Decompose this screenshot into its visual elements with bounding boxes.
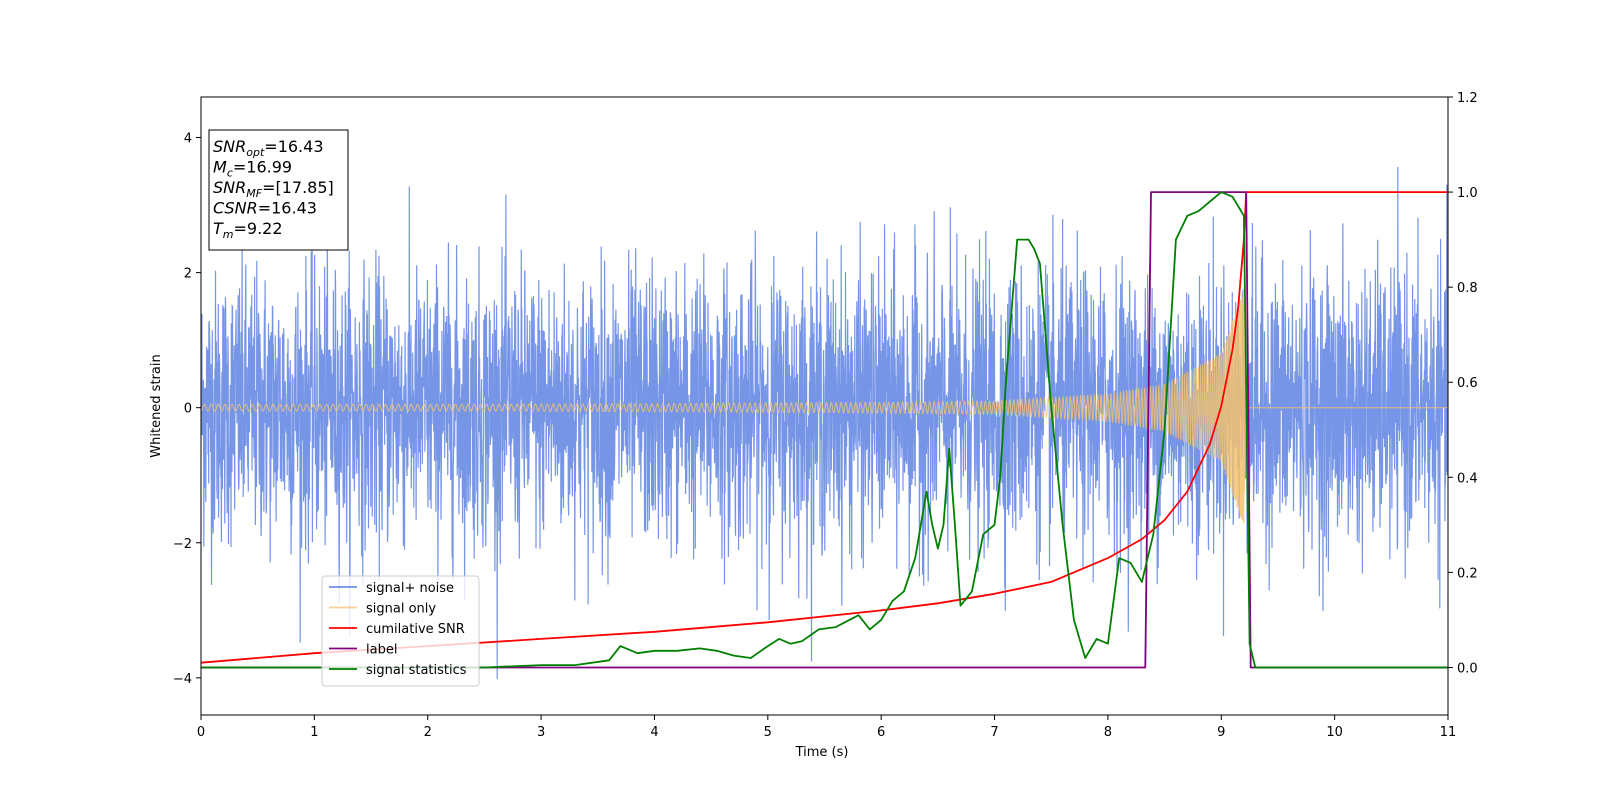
x-tick-label: 9 <box>1217 725 1225 740</box>
annotation-box: SNRopt=16.43Mc=16.99SNRMF=[17.85]CSNR=16… <box>208 129 349 251</box>
x-tick-label: 6 <box>877 725 885 740</box>
x-tick-label: 10 <box>1326 725 1343 740</box>
y-left-tick-label: 0 <box>184 402 192 417</box>
x-tick-label: 3 <box>537 725 545 740</box>
x-axis: 0 1 2 3 4 5 6 7 8 9 10 11 <box>197 715 1456 740</box>
x-tick-label: 1 <box>310 725 318 740</box>
annotation-line: Mc=16.99 <box>213 158 292 180</box>
x-axis-label: Time (s) <box>795 745 849 760</box>
legend-label: signal statistics <box>366 663 467 678</box>
y-left-tick-label: 2 <box>184 267 192 282</box>
series-cumulative-snr <box>201 191 1448 664</box>
x-tick-label: 2 <box>424 725 432 740</box>
annotation-line: Tm=9.22 <box>213 219 283 241</box>
x-tick-label: 5 <box>764 725 772 740</box>
y-right-tick-label: 1.2 <box>1457 91 1478 106</box>
y-left-tick-label: −4 <box>173 672 192 687</box>
annotation-line: CSNR=16.43 <box>213 199 317 218</box>
legend-label: cumilative SNR <box>366 622 465 637</box>
y-left-tick-label: 4 <box>184 132 192 147</box>
x-tick-label: 7 <box>990 725 998 740</box>
legend-label: signal only <box>366 602 436 617</box>
legend-label: label <box>366 643 397 658</box>
x-tick-label: 11 <box>1440 725 1457 740</box>
series-signal-statistics <box>201 191 1448 669</box>
annotation-line: SNRopt=16.43 <box>213 137 324 159</box>
legend-frame <box>321 575 480 687</box>
y-axis-right: 0.0 0.2 0.4 0.6 0.8 1.0 1.2 <box>1448 91 1478 676</box>
y-left-tick-label: −2 <box>173 537 192 552</box>
plot-frame <box>200 96 1449 716</box>
y-right-tick-label: 0.6 <box>1457 376 1478 391</box>
y-axis-left: −4 −2 0 2 4 <box>173 132 201 687</box>
annotation-line: SNRMF=[17.85] <box>213 178 334 200</box>
annotation-box-frame <box>208 129 349 251</box>
x-tick-label: 8 <box>1104 725 1112 740</box>
series-signal-only <box>201 288 1448 524</box>
y-right-tick-label: 0.0 <box>1457 661 1478 676</box>
legend-label: signal+ noise <box>366 581 454 596</box>
y-right-tick-label: 0.4 <box>1457 471 1478 486</box>
y-axis-label: Whitened strain <box>149 354 164 457</box>
y-right-tick-label: 1.0 <box>1457 186 1478 201</box>
y-right-tick-label: 0.8 <box>1457 281 1478 296</box>
legend: signal+ noise signal only cumilative SNR la… <box>321 575 480 687</box>
x-tick-label: 0 <box>197 725 205 740</box>
x-tick-label: 4 <box>650 725 658 740</box>
y-right-tick-label: 0.2 <box>1457 566 1478 581</box>
